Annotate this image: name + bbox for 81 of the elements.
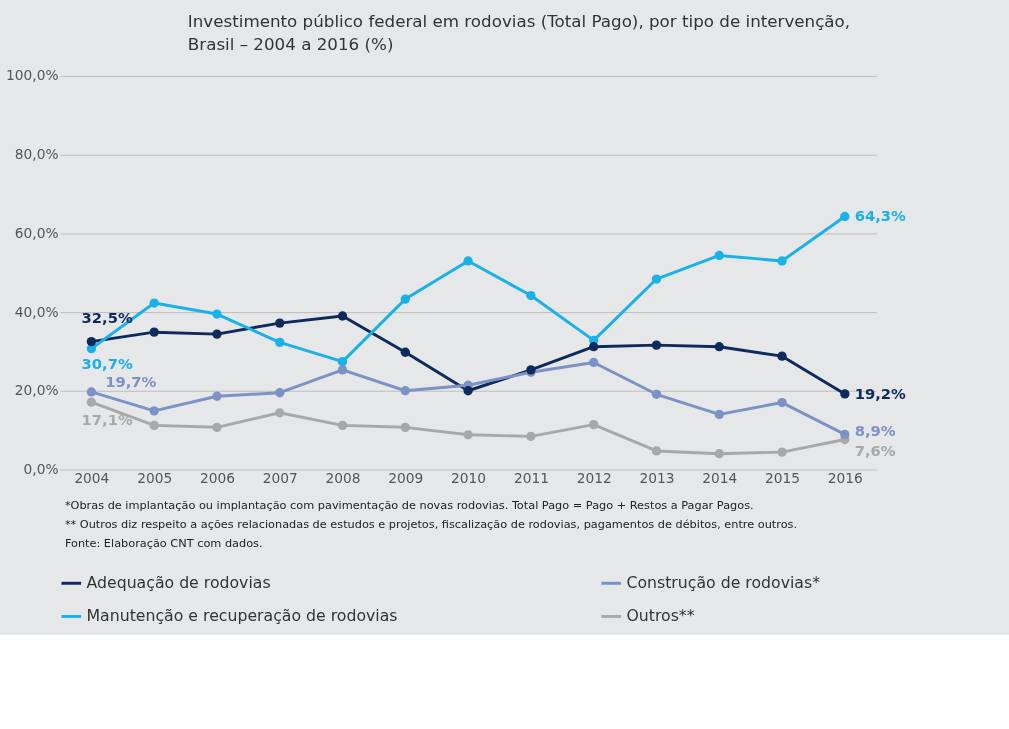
y-tick-label: 100,0% [6, 67, 59, 84]
chart-title: Investimento público federal em rodovias (Total Pago), por tipo de intervenção, Brasil – 2004 a 2016 (%) [187, 10, 851, 55]
legend-label: Adequação de rodovias [86, 573, 271, 593]
point [777, 397, 787, 408]
data-label: 17,1% [81, 410, 133, 428]
point [840, 211, 850, 222]
x-tick-label: 2012 [576, 469, 612, 486]
y-tick-label: 60,0% [14, 224, 59, 241]
text: ** Outros diz respeito a ações relacionadas de estudos e projetos, fiscalização de rodovias, pagamentos de débitos, entre outros. [64, 518, 798, 532]
point [149, 406, 159, 416]
point [526, 431, 536, 442]
point [651, 340, 662, 350]
data-label: 30,7% [81, 355, 133, 373]
data-label: 8,9% [854, 422, 896, 440]
point [86, 397, 97, 407]
x-tick-label: 2009 [388, 469, 424, 486]
point [337, 311, 348, 321]
x-tick-label: 2014 [702, 469, 738, 486]
x-tick-label: 2008 [325, 469, 361, 486]
x-tick-label: 2015 [765, 469, 801, 486]
point [714, 449, 724, 459]
point [400, 294, 410, 304]
legend-label: Construção de rodovias* [626, 573, 821, 593]
point [275, 388, 285, 398]
point [589, 342, 599, 352]
data-label: 7,6% [854, 442, 896, 460]
x-tick-label: 2016 [827, 469, 863, 486]
data-label: 32,5% [81, 308, 133, 326]
point [275, 337, 285, 348]
x-tick-label: 2007 [262, 469, 298, 486]
point [149, 420, 159, 431]
point [526, 290, 536, 301]
point [400, 347, 410, 357]
source-note: Fonte: Elaboração CNT com dados. [64, 537, 263, 551]
legend-label: Manutenção e recuperação de rodovias [86, 606, 398, 626]
data-label: 19,7% [105, 373, 157, 391]
text: *Obras de implantação ou implantação com pavimentação de novas rodovias. Total Pago = Pago + Restos a Pagar Pagos. [64, 499, 754, 513]
point [337, 357, 348, 367]
point [714, 342, 724, 352]
point [275, 318, 285, 328]
x-tick-label: 2004 [74, 469, 110, 486]
point [589, 357, 599, 368]
y-tick-label: 0,0% [23, 460, 59, 477]
point [714, 409, 724, 420]
point [651, 446, 662, 456]
point [86, 336, 97, 347]
point [275, 408, 285, 418]
point [337, 365, 348, 375]
point [840, 389, 850, 399]
point [651, 389, 662, 399]
point [777, 351, 787, 361]
y-tick-label: 40,0% [14, 303, 59, 320]
point [86, 387, 97, 397]
x-tick-label: 2011 [513, 469, 549, 486]
x-tick-label: 2010 [451, 469, 487, 486]
point [149, 327, 159, 337]
legend-label: Outros** [626, 606, 695, 626]
point [840, 429, 850, 440]
point [714, 250, 724, 261]
point [212, 309, 222, 319]
point [400, 422, 410, 432]
data-label: 19,2% [854, 384, 907, 402]
point [400, 386, 410, 396]
point [589, 419, 599, 430]
point [337, 420, 348, 431]
point [149, 298, 159, 308]
point [463, 256, 473, 266]
point [212, 422, 222, 432]
point [212, 391, 222, 401]
x-tick-label: 2006 [199, 469, 235, 486]
point [212, 329, 222, 339]
y-tick-label: 20,0% [14, 382, 59, 399]
point [777, 447, 787, 457]
point [463, 430, 473, 440]
point [651, 274, 662, 284]
point [463, 386, 473, 396]
x-tick-label: 2013 [639, 469, 675, 486]
data-label: 64,3% [854, 207, 907, 225]
y-tick-label: 80,0% [14, 146, 59, 163]
point [777, 256, 787, 266]
x-tick-label: 2005 [137, 469, 173, 486]
